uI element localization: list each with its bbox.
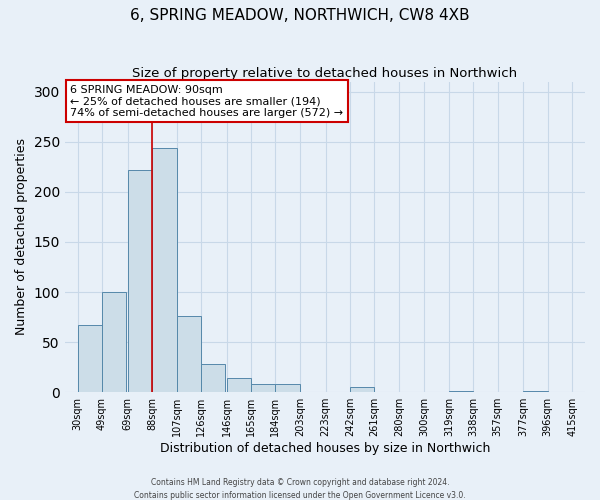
Bar — [275, 384, 300, 392]
Text: 6, SPRING MEADOW, NORTHWICH, CW8 4XB: 6, SPRING MEADOW, NORTHWICH, CW8 4XB — [130, 8, 470, 22]
Bar — [251, 384, 275, 392]
Y-axis label: Number of detached properties: Number of detached properties — [15, 138, 28, 336]
Bar — [201, 364, 226, 392]
Bar — [102, 292, 127, 392]
Bar — [449, 391, 473, 392]
Text: 6 SPRING MEADOW: 90sqm
← 25% of detached houses are smaller (194)
74% of semi-de: 6 SPRING MEADOW: 90sqm ← 25% of detached… — [70, 85, 343, 118]
Bar — [227, 378, 251, 392]
Bar — [523, 391, 548, 392]
Text: Contains HM Land Registry data © Crown copyright and database right 2024.
Contai: Contains HM Land Registry data © Crown c… — [134, 478, 466, 500]
X-axis label: Distribution of detached houses by size in Northwich: Distribution of detached houses by size … — [160, 442, 490, 455]
Title: Size of property relative to detached houses in Northwich: Size of property relative to detached ho… — [133, 68, 517, 80]
Bar — [152, 148, 176, 392]
Bar — [128, 170, 152, 392]
Bar — [176, 316, 201, 392]
Bar — [350, 387, 374, 392]
Bar — [77, 325, 102, 392]
